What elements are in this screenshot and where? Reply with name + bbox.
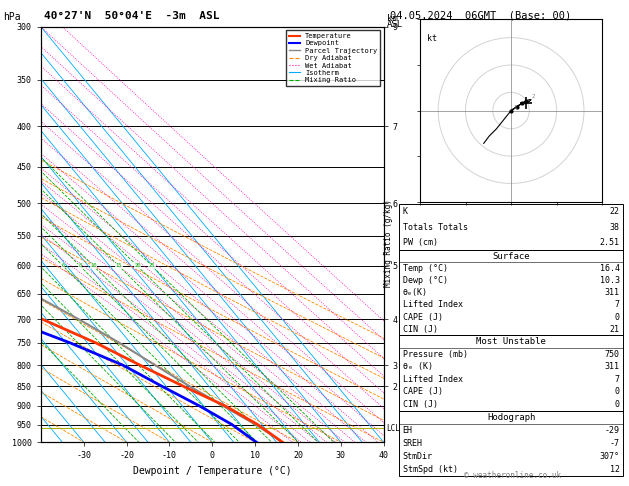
Text: SREH: SREH	[403, 439, 423, 448]
Text: 21: 21	[610, 325, 620, 334]
Text: 12: 12	[610, 465, 620, 474]
Text: 8: 8	[79, 263, 82, 268]
Text: Dewp (°C): Dewp (°C)	[403, 276, 448, 285]
Text: 22: 22	[610, 208, 620, 216]
Text: -7: -7	[610, 439, 620, 448]
Text: 1: 1	[513, 105, 516, 110]
Text: 10.3: 10.3	[599, 276, 620, 285]
Text: 04.05.2024  06GMT  (Base: 00): 04.05.2024 06GMT (Base: 00)	[390, 11, 571, 21]
Text: PW (cm): PW (cm)	[403, 238, 438, 247]
Text: CIN (J): CIN (J)	[403, 325, 438, 334]
Text: 25: 25	[148, 263, 155, 268]
Text: km: km	[387, 14, 398, 23]
Text: hPa: hPa	[3, 12, 21, 22]
Text: 2: 2	[531, 94, 535, 99]
Text: LCL: LCL	[386, 424, 399, 433]
Text: ASL: ASL	[387, 20, 403, 30]
Text: Hodograph: Hodograph	[487, 413, 535, 422]
Text: 750: 750	[604, 349, 620, 359]
Text: 7: 7	[615, 300, 620, 310]
Text: Lifted Index: Lifted Index	[403, 300, 462, 310]
Text: θₑ (K): θₑ (K)	[403, 362, 433, 371]
Text: 2.51: 2.51	[599, 238, 620, 247]
Text: 40°27'N  50°04'E  -3m  ASL: 40°27'N 50°04'E -3m ASL	[44, 11, 220, 21]
Text: 16.4: 16.4	[599, 264, 620, 273]
Text: 311: 311	[604, 362, 620, 371]
Text: EH: EH	[403, 426, 413, 435]
Text: StmDir: StmDir	[403, 452, 433, 461]
Text: Pressure (mb): Pressure (mb)	[403, 349, 467, 359]
Text: Lifted Index: Lifted Index	[403, 375, 462, 384]
Text: 0: 0	[615, 312, 620, 322]
Legend: Temperature, Dewpoint, Parcel Trajectory, Dry Adiabat, Wet Adiabat, Isotherm, Mi: Temperature, Dewpoint, Parcel Trajectory…	[286, 30, 380, 86]
Text: K: K	[403, 208, 408, 216]
Text: 6: 6	[62, 263, 65, 268]
Text: 0: 0	[615, 400, 620, 409]
Text: CAPE (J): CAPE (J)	[403, 387, 443, 397]
Text: CAPE (J): CAPE (J)	[403, 312, 443, 322]
X-axis label: Dewpoint / Temperature (°C): Dewpoint / Temperature (°C)	[133, 466, 292, 476]
Text: Most Unstable: Most Unstable	[476, 337, 546, 346]
Text: Totals Totals: Totals Totals	[403, 223, 467, 232]
Text: 15: 15	[116, 263, 122, 268]
Text: StmSpd (kt): StmSpd (kt)	[403, 465, 457, 474]
Text: -29: -29	[604, 426, 620, 435]
Text: 38: 38	[610, 223, 620, 232]
Text: Surface: Surface	[493, 252, 530, 261]
Text: kt: kt	[427, 34, 437, 43]
Text: 10: 10	[90, 263, 97, 268]
Text: Temp (°C): Temp (°C)	[403, 264, 448, 273]
Text: 7: 7	[615, 375, 620, 384]
Text: CIN (J): CIN (J)	[403, 400, 438, 409]
Text: θₑ(K): θₑ(K)	[403, 288, 428, 297]
Text: Mixing Ratio (g/kg): Mixing Ratio (g/kg)	[384, 199, 393, 287]
Text: 311: 311	[604, 288, 620, 297]
Text: 20: 20	[134, 263, 140, 268]
Text: 307°: 307°	[599, 452, 620, 461]
Text: © weatheronline.co.uk: © weatheronline.co.uk	[464, 471, 561, 480]
Text: 0: 0	[615, 387, 620, 397]
